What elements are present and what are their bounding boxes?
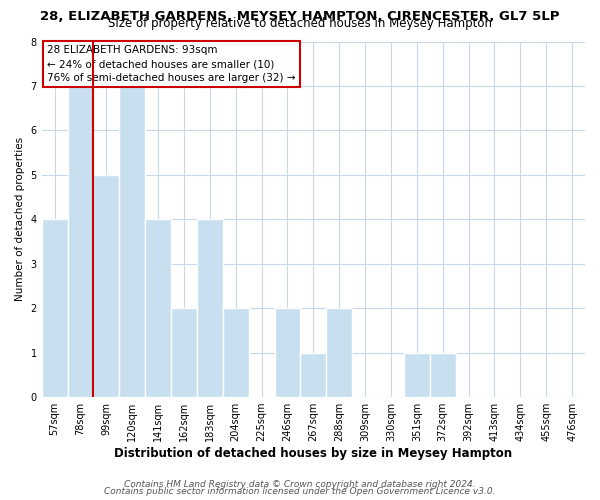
Bar (68, 86, 94, 397)
X-axis label: Distribution of detached houses by size in Meysey Hampton: Distribution of detached houses by size … (114, 447, 512, 460)
Bar (404, 352, 430, 397)
Text: Contains HM Land Registry data © Crown copyright and database right 2024.: Contains HM Land Registry data © Crown c… (124, 480, 476, 489)
Text: 28 ELIZABETH GARDENS: 93sqm
← 24% of detached houses are smaller (10)
76% of sem: 28 ELIZABETH GARDENS: 93sqm ← 24% of det… (47, 45, 296, 83)
Bar (171, 308, 197, 397)
Bar (275, 308, 301, 397)
Bar (94, 175, 119, 397)
Text: 28, ELIZABETH GARDENS, MEYSEY HAMPTON, CIRENCESTER, GL7 5LP: 28, ELIZABETH GARDENS, MEYSEY HAMPTON, C… (40, 10, 560, 23)
Y-axis label: Number of detached properties: Number of detached properties (15, 137, 25, 302)
Bar (41, 220, 68, 397)
Bar (197, 220, 223, 397)
Bar (301, 352, 326, 397)
Text: Contains public sector information licensed under the Open Government Licence v3: Contains public sector information licen… (104, 487, 496, 496)
Text: Size of property relative to detached houses in Meysey Hampton: Size of property relative to detached ho… (108, 18, 492, 30)
Bar (430, 352, 455, 397)
Bar (223, 308, 248, 397)
Bar (145, 220, 171, 397)
Bar (326, 308, 352, 397)
Bar (119, 86, 145, 397)
